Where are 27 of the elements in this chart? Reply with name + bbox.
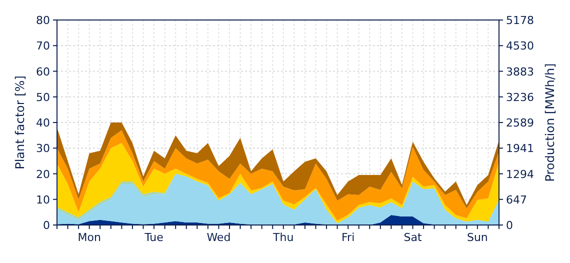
- x-tick-label: Sat: [404, 231, 422, 244]
- y-tick-label: 0: [43, 219, 50, 232]
- x-tick-label: Thu: [272, 231, 294, 244]
- x-tick-label: Tue: [144, 231, 164, 244]
- y-tick-label: 50: [36, 90, 50, 104]
- y-tick-label: 70: [36, 40, 50, 53]
- y-tick-label: 30: [36, 142, 50, 156]
- x-tick-label: Fri: [342, 231, 355, 244]
- y2-tick-label: 1941: [506, 142, 534, 156]
- y2-tick-label: 3883: [506, 65, 534, 78]
- y2-tick-label: 0: [506, 219, 513, 232]
- y2-tick-label: 3236: [506, 90, 534, 104]
- y2-axis-title: Production [MWh/h]: [543, 63, 557, 182]
- x-tick-label: Wed: [206, 231, 231, 244]
- y-tick-label: 20: [36, 168, 50, 181]
- y2-tick-label: 647: [506, 193, 527, 206]
- y-tick-label: 80: [36, 14, 50, 27]
- y-tick-label: 10: [36, 193, 50, 206]
- y2-tick-label: 1294: [506, 168, 534, 181]
- y-tick-label: 60: [36, 65, 50, 78]
- x-tick-label: Mon: [78, 231, 101, 244]
- x-tick-label: Sun: [466, 231, 488, 244]
- y-axis-title: Plant factor [%]: [13, 76, 27, 170]
- y-tick-label: 40: [36, 116, 50, 130]
- y2-tick-label: 5178: [506, 14, 534, 27]
- y2-tick-label: 2589: [506, 116, 534, 130]
- y2-tick-label: 4530: [506, 40, 534, 53]
